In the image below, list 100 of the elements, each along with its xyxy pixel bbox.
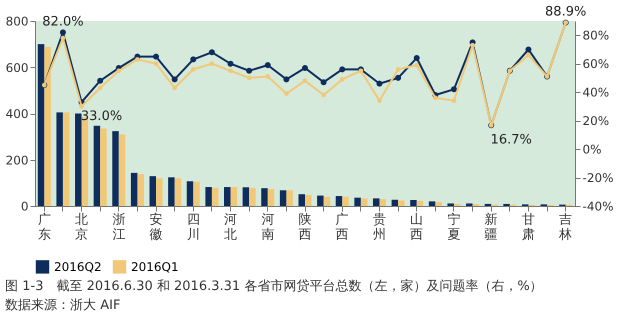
point	[60, 36, 66, 40]
bar	[56, 112, 63, 206]
point	[525, 46, 532, 52]
bar	[212, 188, 218, 206]
bar	[230, 187, 238, 206]
y2-tick-label: 60%	[582, 57, 610, 72]
y2-tick-label: 40%	[582, 86, 610, 100]
y-tick-label: 400	[6, 107, 28, 121]
bar	[416, 200, 424, 206]
bar	[242, 187, 250, 206]
point	[60, 29, 66, 36]
y-tick-label: 800	[6, 14, 28, 28]
source-note: 数据来源：浙大 AIF	[5, 298, 120, 313]
y2-tick-label: 80%	[582, 28, 610, 43]
point	[153, 54, 160, 60]
point	[228, 60, 234, 67]
point	[302, 78, 308, 84]
bar	[410, 200, 417, 206]
bar	[130, 172, 138, 206]
bar	[62, 112, 70, 206]
bar	[342, 196, 349, 206]
y-tick-label: 200	[6, 153, 28, 168]
point	[97, 78, 104, 84]
point	[264, 62, 271, 68]
point	[79, 104, 84, 109]
bar	[435, 202, 442, 206]
bar	[156, 178, 163, 206]
bar	[75, 114, 82, 206]
x-tick-label: 北京	[75, 212, 88, 242]
point	[340, 77, 345, 82]
text: 图 1-3 截至 2016.6.30 和 2016.3.31 各省市网贷平台总数（左，家）及问题率（右，%）	[5, 278, 543, 294]
bar	[392, 200, 398, 206]
x-tick-label: 甘肃	[522, 212, 535, 242]
bar	[428, 201, 436, 206]
y-tick-label: 0	[20, 200, 28, 214]
point	[135, 57, 140, 62]
point	[154, 61, 158, 66]
point	[172, 76, 178, 82]
bar	[372, 198, 380, 206]
x-tick-label: 广西	[336, 212, 349, 242]
x-tick-label: 四川	[186, 212, 200, 242]
point	[302, 64, 308, 71]
data-label: 33.0%	[80, 109, 122, 124]
bar	[324, 196, 330, 206]
point	[246, 68, 252, 74]
bar	[466, 203, 473, 206]
bar	[280, 190, 286, 206]
bar	[150, 176, 156, 206]
bar	[174, 178, 182, 206]
point	[452, 98, 456, 104]
point	[376, 80, 382, 87]
bar	[137, 174, 144, 206]
data-label: 82.0%	[42, 14, 84, 30]
point	[433, 96, 438, 100]
point	[414, 62, 420, 68]
y2-tick-label: -40%	[582, 200, 614, 214]
bar	[298, 194, 305, 206]
point	[414, 55, 420, 61]
bar	[186, 181, 194, 206]
point	[246, 76, 252, 80]
x-tick-label: 贵州	[372, 212, 386, 242]
x-tick-label: 安徽	[150, 212, 163, 242]
bar	[379, 199, 386, 206]
point	[265, 74, 270, 79]
point	[320, 79, 327, 86]
point	[98, 86, 103, 90]
bar	[100, 128, 107, 206]
y2-tick-label: -20%	[582, 171, 614, 186]
bar	[205, 187, 212, 206]
x-tick-label: 河北	[224, 212, 238, 242]
point	[321, 92, 326, 98]
x-tick-label: 宁夏	[447, 212, 460, 242]
y2-tick-label: 0%	[582, 142, 602, 157]
point	[228, 68, 233, 74]
point	[395, 74, 402, 81]
y-tick-label: 600	[6, 60, 28, 75]
x-tick-label: 河南	[261, 212, 274, 242]
legend-label: 2016Q2	[54, 260, 102, 274]
bar	[249, 188, 256, 206]
x-tick-label: 山西	[410, 212, 424, 242]
point	[190, 56, 196, 62]
bar	[224, 187, 231, 206]
point	[377, 98, 382, 104]
bar	[447, 203, 454, 206]
x-tick-label: 吉林	[558, 212, 572, 242]
point	[116, 68, 122, 74]
point	[284, 91, 289, 96]
point	[190, 67, 196, 72]
bar	[261, 188, 268, 206]
bar	[168, 177, 175, 206]
bar	[118, 134, 126, 206]
point	[526, 52, 531, 58]
data-label: 88.9%	[545, 4, 586, 20]
bar	[354, 198, 361, 206]
legend-label: 2016Q1	[131, 260, 179, 274]
point	[210, 61, 214, 66]
bar	[112, 131, 119, 206]
bar	[317, 196, 324, 206]
x-tick-label: 广东	[38, 212, 51, 242]
bar	[286, 190, 293, 206]
